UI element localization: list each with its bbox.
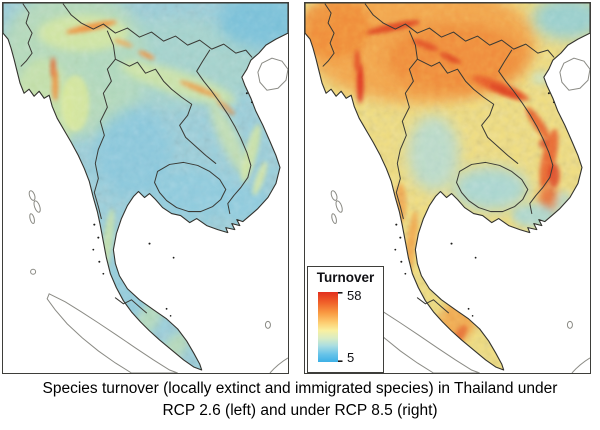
legend-title: Turnover — [316, 270, 375, 285]
turnover-legend: Turnover 58 5 — [307, 266, 384, 373]
colorbar-tick-max — [338, 292, 343, 294]
figure-caption: Species turnover (locally extinct and im… — [0, 378, 600, 421]
caption-line-2: RCP 2.6 (left) and under RCP 8.5 (right) — [162, 401, 438, 419]
legend-body: 58 5 — [318, 288, 378, 365]
caption-line-1: Species turnover (locally extinct and im… — [42, 380, 558, 397]
legend-colorbar — [318, 292, 343, 362]
map-rcp85-panel: Turnover 58 5 — [304, 2, 591, 374]
legend-max-label: 58 — [347, 288, 362, 303]
map-rcp26 — [3, 3, 288, 373]
legend-min-label: 5 — [347, 350, 355, 365]
colorbar-tick-min — [338, 360, 343, 362]
map-rcp26-panel — [2, 2, 289, 374]
